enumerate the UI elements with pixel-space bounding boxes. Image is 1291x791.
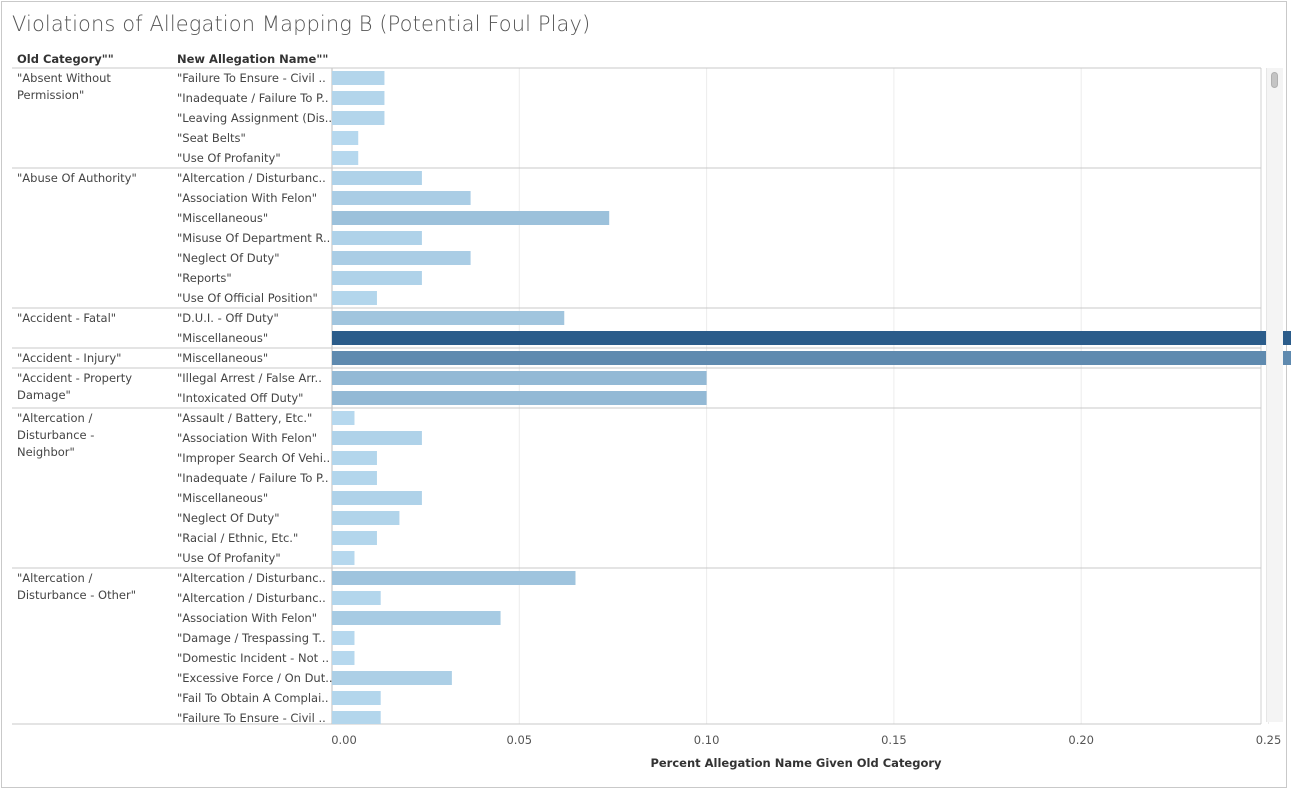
allegation-name-label: "Association With Felon" xyxy=(177,431,317,445)
bar xyxy=(332,711,381,724)
allegation-name-label: "Assault / Battery, Etc." xyxy=(177,411,312,425)
bar xyxy=(332,371,707,385)
old-category-label: "Abuse Of Authority" xyxy=(17,171,137,185)
bar xyxy=(332,131,359,145)
allegation-name-label: "Improper Search Of Vehi.. xyxy=(177,451,330,465)
allegation-name-label: "Altercation / Disturbanc.. xyxy=(177,571,326,585)
bar xyxy=(332,191,471,205)
old-category-label: "Accident - Injury" xyxy=(17,351,121,365)
bar xyxy=(332,271,422,285)
bar xyxy=(332,651,355,665)
x-tick-label: 0.15 xyxy=(881,733,907,747)
allegation-name-label: "Seat Belts" xyxy=(177,131,246,145)
bar xyxy=(332,491,422,505)
bar xyxy=(332,611,501,625)
x-axis-title: Percent Allegation Name Given Old Catego… xyxy=(650,756,942,770)
scrollbar-thumb[interactable] xyxy=(1271,72,1278,88)
allegation-name-label: "Altercation / Disturbanc.. xyxy=(177,591,326,605)
chart-title: Violations of Allegation Mapping B (Pote… xyxy=(12,12,591,36)
bar xyxy=(332,671,452,685)
allegation-name-label: "Leaving Assignment (Dis.. xyxy=(177,111,332,125)
allegation-name-label: "Inadequate / Failure To P.. xyxy=(177,471,329,485)
allegation-name-label: "Reports" xyxy=(177,271,232,285)
vertical-scrollbar[interactable] xyxy=(1266,68,1283,722)
allegation-name-label: "Domestic Incident - Not .. xyxy=(177,651,329,665)
bar xyxy=(332,551,355,565)
old-category-label: "Altercation / xyxy=(17,411,92,425)
old-category-label: Neighbor" xyxy=(17,445,75,459)
bar xyxy=(332,411,355,425)
allegation-name-label: "Association With Felon" xyxy=(177,611,317,625)
allegation-name-label: "Association With Felon" xyxy=(177,191,317,205)
x-tick-label: 0.05 xyxy=(506,733,532,747)
bar xyxy=(332,231,422,245)
allegation-name-label: "Damage / Trespassing T.. xyxy=(177,631,326,645)
allegation-name-label: "Miscellaneous" xyxy=(177,491,268,505)
allegation-name-label: "Use Of Official Position" xyxy=(177,291,318,305)
bar xyxy=(332,291,377,305)
allegation-name-label: "Use Of Profanity" xyxy=(177,551,281,565)
old-category-label: "Altercation / xyxy=(17,571,92,585)
bar xyxy=(332,471,377,485)
bar xyxy=(332,351,1291,365)
allegation-name-label: "Fail To Obtain A Complai.. xyxy=(177,691,329,705)
x-tick-label: 0.20 xyxy=(1068,733,1094,747)
old-category-label: "Accident - Property xyxy=(17,371,132,385)
bar xyxy=(332,111,385,125)
old-category-label: Disturbance - Other" xyxy=(17,588,136,602)
bar xyxy=(332,331,1291,345)
old-category-label: Damage" xyxy=(17,388,71,402)
bar xyxy=(332,591,381,605)
bar xyxy=(332,571,576,585)
bar xyxy=(332,311,565,325)
bar xyxy=(332,391,707,405)
bar xyxy=(332,211,610,225)
allegation-name-label: "Failure To Ensure - Civil .. xyxy=(177,71,326,85)
bar xyxy=(332,171,422,185)
bar xyxy=(332,451,377,465)
x-tick-label: 0.00 xyxy=(331,733,357,747)
old-category-label: "Absent Without xyxy=(17,71,111,85)
bar xyxy=(332,251,471,265)
bar xyxy=(332,151,359,165)
allegation-name-label: "Failure To Ensure - Civil .. xyxy=(177,711,326,725)
old-category-label: "Accident - Fatal" xyxy=(17,311,116,325)
allegation-name-label: "Miscellaneous" xyxy=(177,211,268,225)
bar xyxy=(332,71,385,85)
allegation-name-label: "Miscellaneous" xyxy=(177,331,268,345)
bar xyxy=(332,691,381,705)
old-category-label: Permission" xyxy=(17,88,84,102)
allegation-name-label: "Inadequate / Failure To P.. xyxy=(177,91,329,105)
allegation-name-label: "Altercation / Disturbanc.. xyxy=(177,171,326,185)
allegation-name-label: "Neglect Of Duty" xyxy=(177,511,280,525)
allegation-name-label: "Intoxicated Off Duty" xyxy=(177,391,303,405)
allegation-name-label: "Excessive Force / On Dut.. xyxy=(177,671,333,685)
bar xyxy=(332,91,385,105)
allegation-name-label: "D.U.I. - Off Duty" xyxy=(177,311,279,325)
allegation-name-label: "Neglect Of Duty" xyxy=(177,251,280,265)
allegation-name-label: "Racial / Ethnic, Etc." xyxy=(177,531,298,545)
allegation-name-label: "Use Of Profanity" xyxy=(177,151,281,165)
allegation-name-label: "Illegal Arrest / False Arr.. xyxy=(177,371,322,385)
column-header-old-category[interactable]: Old Category"" xyxy=(17,52,114,66)
allegation-name-label: "Misuse Of Department R.. xyxy=(177,231,330,245)
bar xyxy=(332,431,422,445)
x-tick-label: 0.25 xyxy=(1256,733,1282,747)
old-category-label: Disturbance - xyxy=(17,428,94,442)
bar xyxy=(332,511,400,525)
bar xyxy=(332,531,377,545)
column-header-new-allegation-name[interactable]: New Allegation Name"" xyxy=(177,52,329,66)
bar xyxy=(332,631,355,645)
allegation-name-label: "Miscellaneous" xyxy=(177,351,268,365)
x-tick-label: 0.10 xyxy=(694,733,720,747)
